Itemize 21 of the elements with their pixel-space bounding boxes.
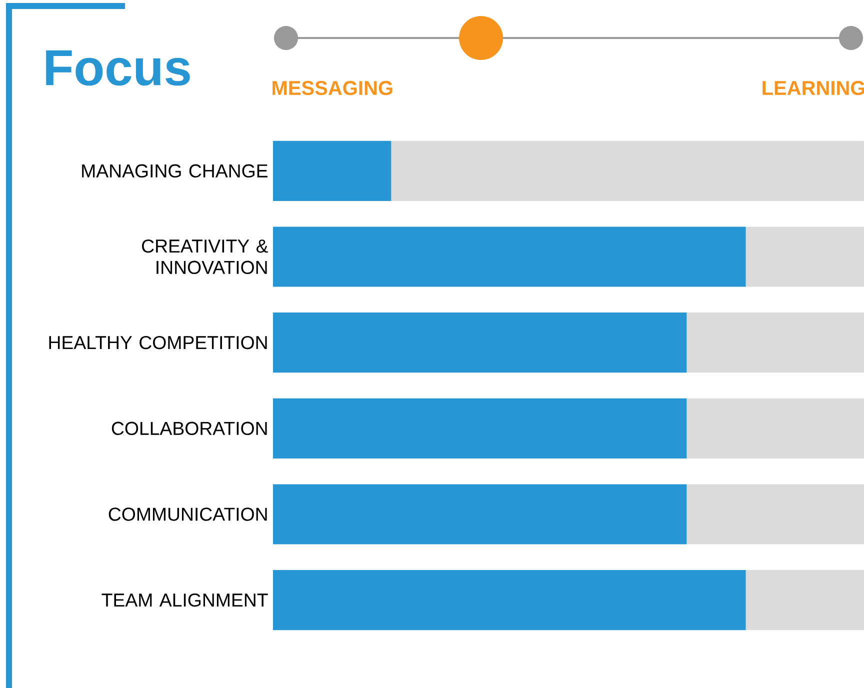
bar bbox=[746, 226, 864, 287]
y-tick-label: COMMUNICATION bbox=[108, 508, 267, 521]
bar bbox=[746, 570, 864, 630]
bar bbox=[273, 484, 687, 544]
bar bbox=[686, 484, 864, 544]
bar bbox=[273, 398, 687, 458]
y-tick-label: COLLABORATION bbox=[112, 422, 267, 436]
bar bbox=[686, 398, 864, 458]
bar bbox=[273, 226, 746, 287]
y-tick-label: TEAM ALIGNMENT bbox=[102, 593, 268, 607]
y-tick-label: CREATIVITY & INNOVATION bbox=[142, 239, 268, 274]
text: LEARNING bbox=[762, 80, 864, 96]
bar bbox=[391, 140, 864, 201]
bar bbox=[273, 312, 687, 373]
bar bbox=[273, 140, 392, 201]
y-tick-label: MANAGING CHANGE bbox=[82, 164, 268, 178]
text: MESSAGING bbox=[272, 80, 392, 96]
bar bbox=[273, 570, 746, 630]
chart-title: Focus bbox=[46, 50, 190, 86]
y-tick-label: HEALTHY COMPETITION bbox=[49, 336, 267, 350]
bar bbox=[686, 312, 864, 373]
